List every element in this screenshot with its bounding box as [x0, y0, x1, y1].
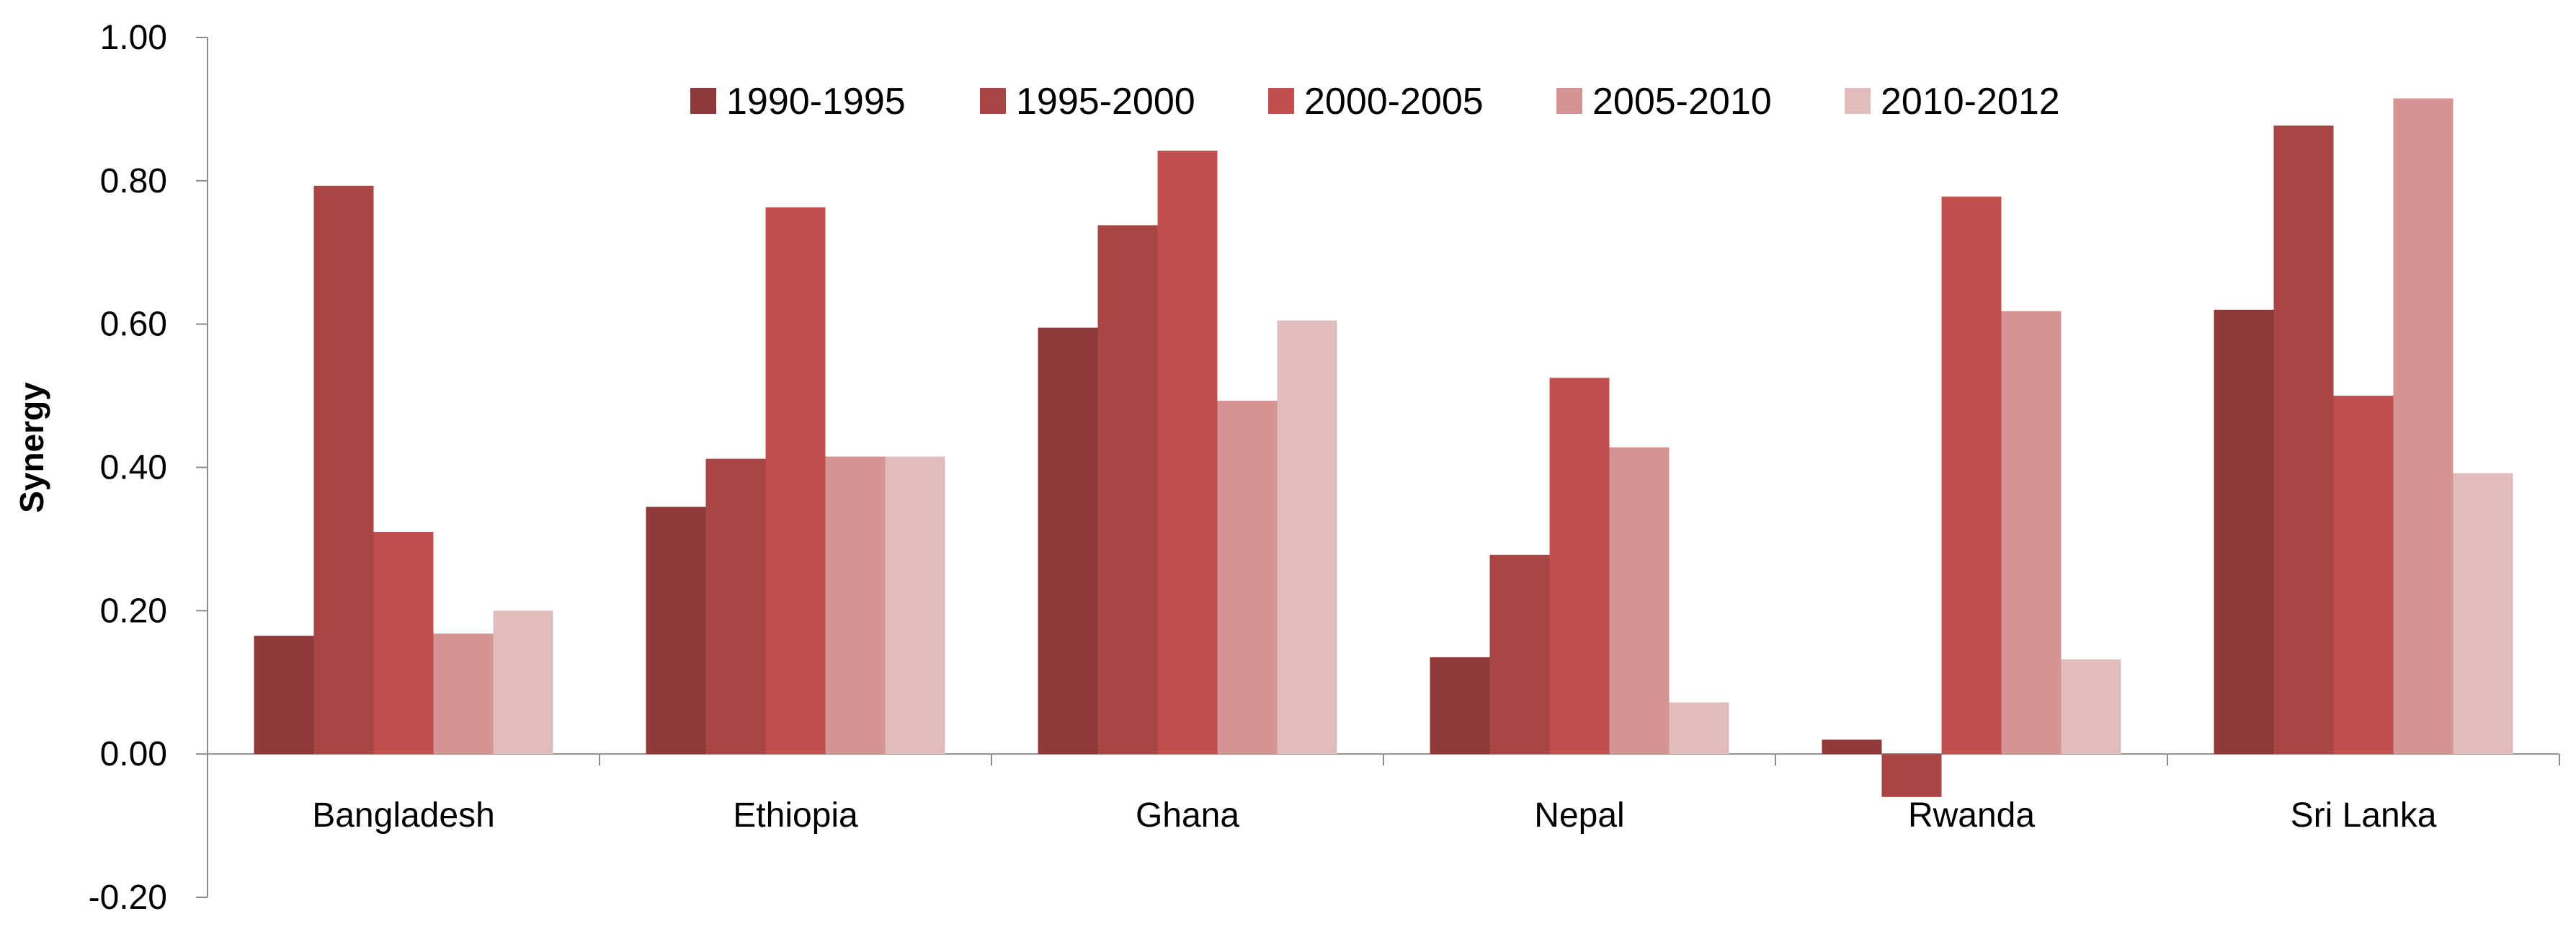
- bar-nepal-1990-1995: [1430, 657, 1490, 755]
- x-tick-label: Ethiopia: [733, 796, 858, 835]
- legend-item: 1995-2000: [980, 81, 1195, 123]
- bar-ethiopia-2005-2010: [825, 456, 886, 755]
- bar-rwanda-2010-2012: [2061, 659, 2121, 755]
- y-tick-label: 0.80: [100, 162, 167, 200]
- bar-ethiopia-2010-2012: [885, 456, 945, 755]
- bar-rwanda-2005-2010: [2001, 311, 2062, 755]
- legend-label: 2005-2010: [1592, 81, 1772, 123]
- bar-nepal-2010-2012: [1669, 702, 1729, 755]
- bar-ethiopia-1990-1995: [646, 507, 706, 755]
- legend-swatch: [980, 88, 1006, 114]
- legend-label: 1990-1995: [726, 81, 906, 123]
- legend-swatch: [1556, 88, 1582, 114]
- bar-rwanda-1995-2000: [1881, 754, 1942, 797]
- bar-sri-lanka-2000-2005: [2333, 396, 2394, 755]
- legend-item: 2000-2005: [1268, 81, 1484, 123]
- y-tick-label: 1.00: [100, 19, 167, 57]
- x-tick-label: Nepal: [1534, 796, 1624, 835]
- legend-item: 2005-2010: [1556, 81, 1772, 123]
- bar-ghana-1990-1995: [1038, 327, 1098, 755]
- bar-ghana-1995-2000: [1097, 225, 1158, 755]
- y-tick-label: 0.00: [100, 735, 167, 773]
- bar-bangladesh-2005-2010: [433, 634, 494, 755]
- bar-bangladesh-2000-2005: [373, 531, 434, 755]
- legend-item: 1990-1995: [690, 81, 906, 123]
- legend-swatch: [1845, 88, 1871, 114]
- bar-bangladesh-1995-2000: [313, 185, 374, 755]
- legend-label: 1995-2000: [1016, 81, 1195, 123]
- bar-nepal-1995-2000: [1489, 554, 1550, 755]
- bar-rwanda-2000-2005: [1941, 196, 2002, 755]
- axes-group: -0.20 0.00 0.20 0.40 0.60 0.80 1.00 Bangladesh E…: [89, 19, 2560, 917]
- bar-nepal-2000-2005: [1549, 378, 1610, 755]
- bars-group: [254, 98, 2513, 797]
- bar-bangladesh-2010-2012: [493, 610, 553, 755]
- y-tick-label: -0.20: [89, 879, 167, 917]
- legend-swatch: [1268, 88, 1294, 114]
- y-tick-label: 0.20: [100, 592, 167, 630]
- bar-rwanda-1990-1995: [1822, 739, 1882, 755]
- y-tick-label: 0.60: [100, 306, 167, 344]
- bar-ghana-2000-2005: [1157, 151, 1218, 755]
- bar-bangladesh-1990-1995: [254, 636, 314, 755]
- bar-nepal-2005-2010: [1609, 447, 1670, 755]
- legend-label: 2010-2012: [1881, 81, 2060, 123]
- bar-ghana-2010-2012: [1277, 320, 1337, 755]
- bar-ethiopia-2000-2005: [765, 207, 826, 755]
- bar-ethiopia-1995-2000: [705, 458, 766, 755]
- x-tick-label: Ghana: [1136, 796, 1239, 835]
- y-tick-label: 0.40: [100, 449, 167, 487]
- bar-sri-lanka-2005-2010: [2393, 98, 2454, 755]
- x-tick-label: Sri Lanka: [2291, 796, 2437, 835]
- bar-sri-lanka-1990-1995: [2214, 309, 2274, 755]
- bar-sri-lanka-1995-2000: [2273, 125, 2334, 755]
- bar-ghana-2005-2010: [1217, 401, 1278, 755]
- legend-label: 2000-2005: [1304, 81, 1484, 123]
- legend-swatch: [690, 88, 716, 114]
- x-tick-label: Rwanda: [1908, 796, 2035, 835]
- y-axis-label: Synergy: [13, 382, 50, 513]
- legend: 1990-1995 1995-2000 2000-2005 2005-2010 2010…: [690, 81, 2060, 123]
- x-tick-label: Bangladesh: [312, 796, 495, 835]
- legend-item: 2010-2012: [1845, 81, 2060, 123]
- bar-sri-lanka-2010-2012: [2453, 473, 2513, 755]
